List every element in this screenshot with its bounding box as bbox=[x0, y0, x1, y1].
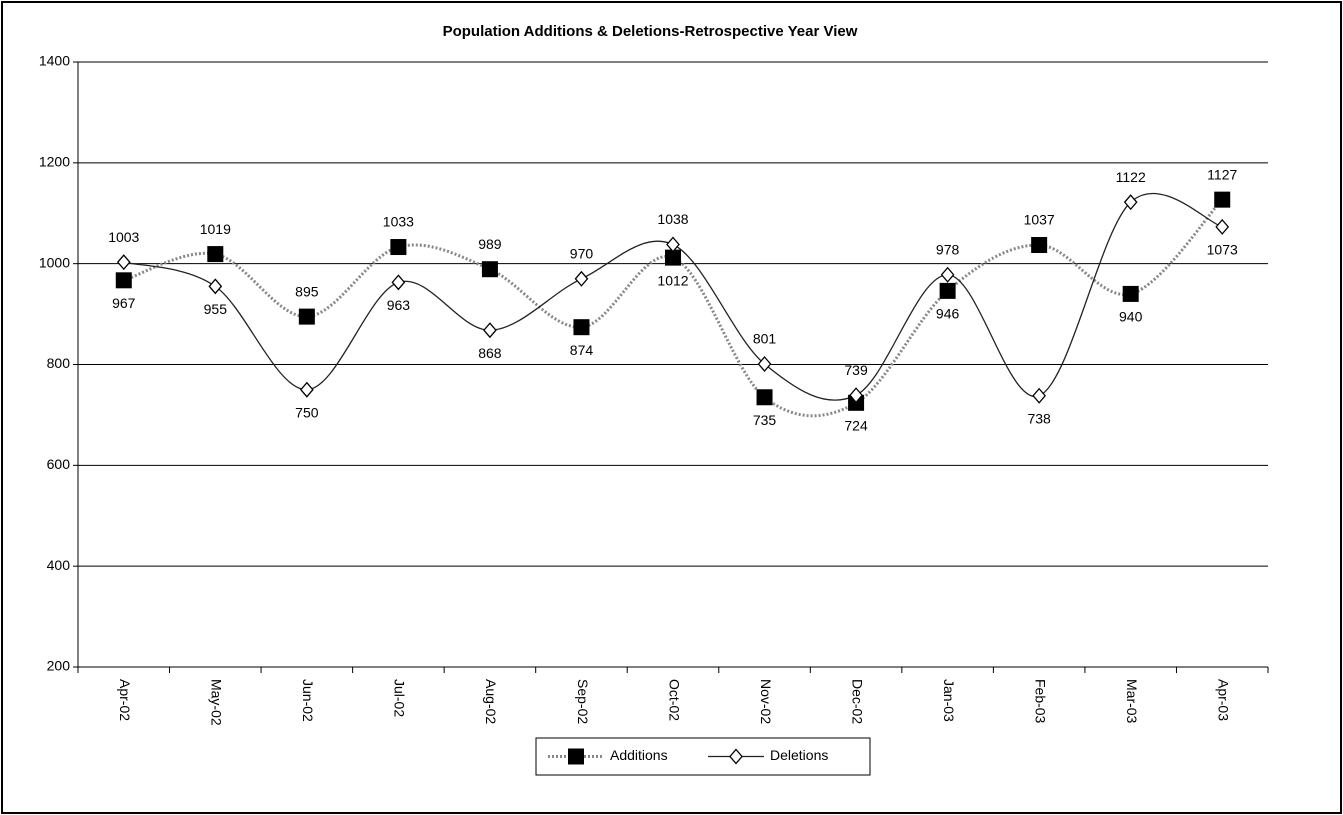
marker-square bbox=[115, 272, 132, 289]
data-label: 739 bbox=[844, 362, 868, 378]
data-label: 1033 bbox=[383, 214, 414, 230]
data-label: 750 bbox=[295, 404, 319, 420]
data-label: 955 bbox=[204, 301, 228, 317]
y-tick-label: 800 bbox=[47, 355, 71, 371]
marker-diamond bbox=[1215, 218, 1230, 235]
x-tick-label: May-02 bbox=[209, 679, 225, 726]
data-label: 1019 bbox=[200, 221, 231, 237]
x-tick-label: Mar-03 bbox=[1124, 679, 1140, 724]
legend-label: Deletions bbox=[770, 747, 828, 763]
x-tick-label: Aug-02 bbox=[483, 679, 499, 724]
marker-square bbox=[665, 249, 681, 266]
data-label: 724 bbox=[844, 418, 868, 434]
marker-square bbox=[756, 389, 773, 406]
data-label: 1073 bbox=[1207, 242, 1238, 258]
x-tick-label: Jul-02 bbox=[392, 679, 408, 717]
marker-diamond bbox=[1032, 387, 1047, 404]
data-label: 940 bbox=[1119, 309, 1143, 325]
legend-box bbox=[535, 737, 871, 776]
marker-square bbox=[939, 282, 956, 299]
data-label: 989 bbox=[478, 236, 502, 252]
data-label: 967 bbox=[112, 295, 136, 311]
marker-square bbox=[298, 308, 315, 325]
data-label: 1038 bbox=[657, 211, 688, 227]
marker-square bbox=[568, 748, 584, 765]
x-tick-label: Feb-03 bbox=[1032, 679, 1048, 724]
marker-diamond bbox=[729, 748, 743, 765]
chart-title: Population Additions & Deletions-Retrosp… bbox=[443, 23, 858, 40]
series-line bbox=[123, 192, 1223, 401]
marker-square bbox=[481, 261, 498, 278]
marker-diamond bbox=[391, 274, 406, 291]
data-label: 874 bbox=[570, 342, 594, 358]
marker-diamond bbox=[299, 381, 314, 398]
marker-diamond bbox=[666, 236, 680, 253]
data-label: 895 bbox=[295, 283, 319, 299]
x-tick-label: Apr-02 bbox=[117, 679, 133, 721]
x-tick-label: Oct-02 bbox=[666, 679, 682, 721]
data-label: 801 bbox=[753, 331, 777, 347]
y-tick-label: 1200 bbox=[39, 154, 70, 170]
marker-diamond bbox=[116, 254, 131, 271]
marker-diamond bbox=[208, 278, 223, 295]
data-label: 1122 bbox=[1116, 169, 1146, 185]
data-label: 963 bbox=[387, 297, 411, 313]
y-tick-label: 200 bbox=[47, 658, 71, 674]
legend-label: Additions bbox=[610, 747, 668, 763]
marker-square bbox=[1122, 285, 1139, 302]
data-label: 978 bbox=[936, 241, 960, 257]
y-tick-label: 600 bbox=[47, 456, 71, 472]
data-label: 1003 bbox=[108, 229, 139, 245]
y-tick-label: 1000 bbox=[39, 254, 70, 270]
marker-diamond bbox=[1123, 194, 1138, 211]
marker-diamond bbox=[849, 387, 863, 404]
data-label: 735 bbox=[753, 412, 777, 428]
marker-square bbox=[1031, 237, 1048, 254]
y-tick-label: 1400 bbox=[39, 53, 70, 69]
marker-diamond bbox=[483, 322, 497, 339]
data-label: 1012 bbox=[657, 272, 688, 288]
x-tick-label: Jun-02 bbox=[300, 679, 316, 722]
data-label: 738 bbox=[1027, 410, 1051, 426]
marker-square bbox=[207, 246, 224, 263]
marker-square bbox=[390, 239, 407, 256]
data-label: 868 bbox=[478, 345, 502, 361]
x-tick-label: Apr-03 bbox=[1216, 679, 1232, 721]
x-tick-label: Nov-02 bbox=[758, 679, 774, 724]
data-label: 946 bbox=[936, 306, 960, 322]
y-tick-label: 400 bbox=[47, 557, 71, 573]
marker-diamond bbox=[574, 270, 589, 287]
data-label: 970 bbox=[570, 245, 594, 261]
data-label: 1127 bbox=[1207, 166, 1237, 182]
data-label: 1037 bbox=[1024, 212, 1055, 228]
marker-diamond bbox=[757, 355, 772, 372]
x-tick-label: Jan-03 bbox=[941, 679, 957, 722]
x-tick-label: Sep-02 bbox=[575, 679, 591, 724]
marker-diamond bbox=[940, 266, 955, 283]
marker-square bbox=[573, 319, 590, 336]
marker-square bbox=[1214, 191, 1231, 208]
x-tick-label: Dec-02 bbox=[849, 679, 865, 724]
